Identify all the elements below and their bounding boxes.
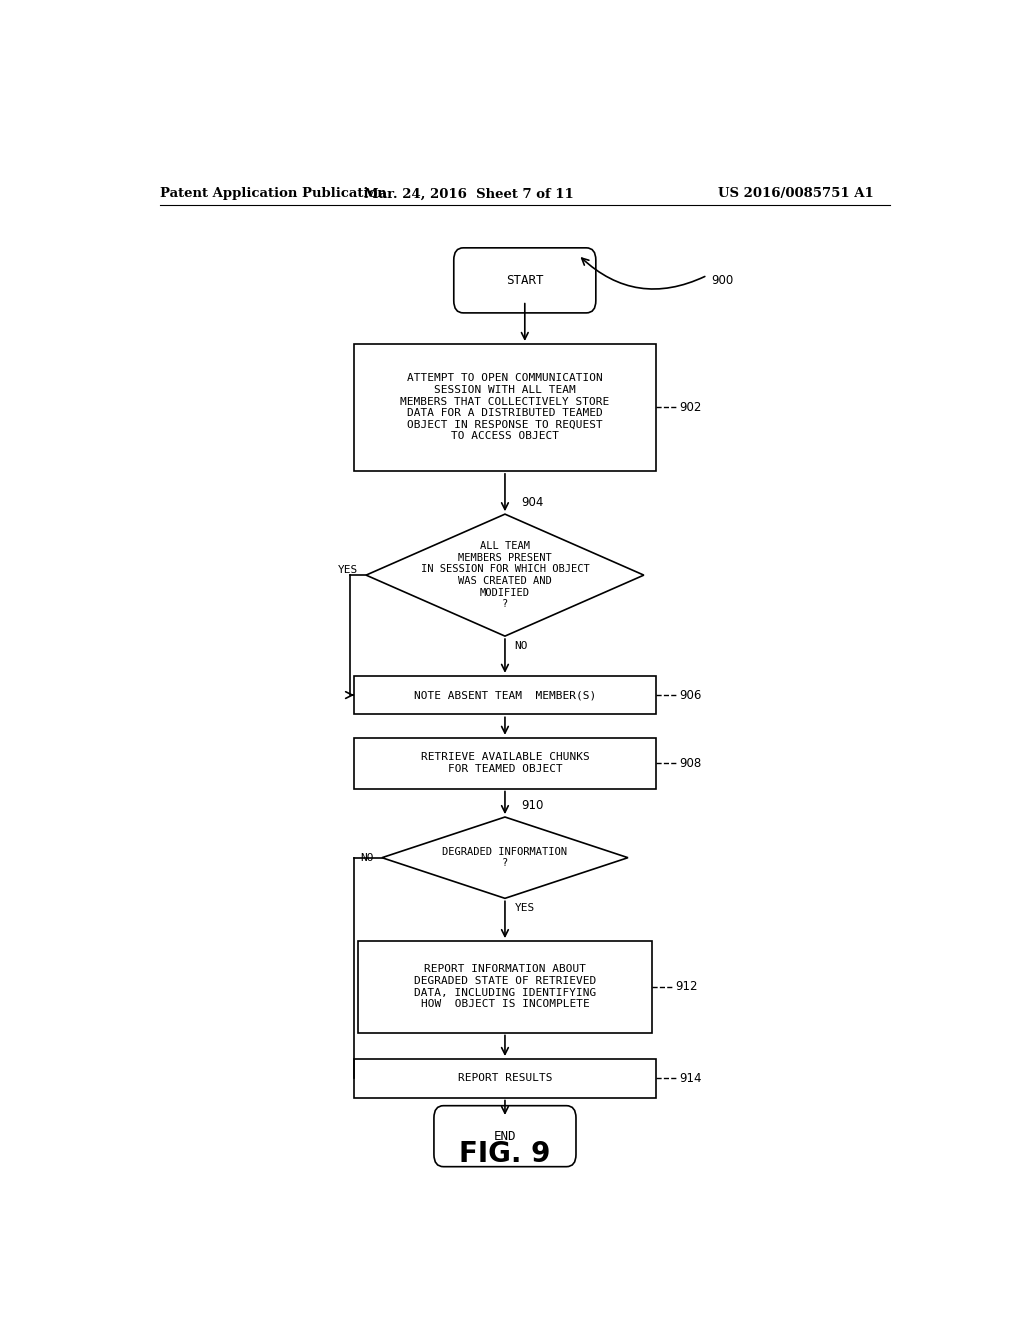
Text: 902: 902 [680,401,701,414]
Text: 912: 912 [676,981,698,993]
Polygon shape [382,817,628,899]
Polygon shape [367,515,644,636]
Bar [358,941,651,1032]
Text: 904: 904 [521,496,543,510]
Text: REPORT RESULTS: REPORT RESULTS [458,1073,552,1084]
Bar [354,1059,655,1097]
Text: Patent Application Publication: Patent Application Publication [160,187,386,201]
Text: FIG. 9: FIG. 9 [460,1140,551,1168]
FancyBboxPatch shape [454,248,596,313]
Text: 910: 910 [521,799,543,812]
Text: ATTEMPT TO OPEN COMMUNICATION
SESSION WITH ALL TEAM
MEMBERS THAT COLLECTIVELY ST: ATTEMPT TO OPEN COMMUNICATION SESSION WI… [400,374,609,441]
Text: NO: NO [360,853,374,863]
Text: END: END [494,1130,516,1143]
Text: START: START [506,273,544,286]
Bar [354,345,655,471]
Text: REPORT INFORMATION ABOUT
DEGRADED STATE OF RETRIEVED
DATA, INCLUDING IDENTIFYING: REPORT INFORMATION ABOUT DEGRADED STATE … [414,965,596,1010]
FancyBboxPatch shape [434,1106,575,1167]
Text: 900: 900 [712,273,733,286]
Text: DEGRADED INFORMATION
?: DEGRADED INFORMATION ? [442,847,567,869]
Text: YES: YES [338,565,358,576]
Bar [354,676,655,714]
Text: NO: NO [514,642,528,651]
Text: RETRIEVE AVAILABLE CHUNKS
FOR TEAMED OBJECT: RETRIEVE AVAILABLE CHUNKS FOR TEAMED OBJ… [421,752,590,774]
Text: 906: 906 [680,689,701,701]
Text: ALL TEAM
MEMBERS PRESENT
IN SESSION FOR WHICH OBJECT
WAS CREATED AND
MODIFIED
?: ALL TEAM MEMBERS PRESENT IN SESSION FOR … [421,541,590,609]
Text: NOTE ABSENT TEAM  MEMBER(S): NOTE ABSENT TEAM MEMBER(S) [414,690,596,700]
Text: YES: YES [514,903,535,913]
Text: Mar. 24, 2016  Sheet 7 of 11: Mar. 24, 2016 Sheet 7 of 11 [365,187,574,201]
Text: 908: 908 [680,756,701,770]
Bar [354,738,655,788]
Text: 914: 914 [680,1072,702,1085]
Text: US 2016/0085751 A1: US 2016/0085751 A1 [718,187,873,201]
